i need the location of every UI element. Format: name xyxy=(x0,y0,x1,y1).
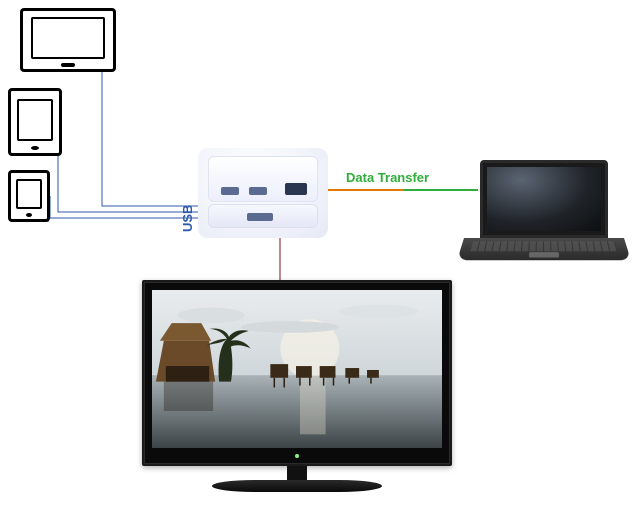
laptop-base xyxy=(457,238,631,260)
hub-device-icon xyxy=(198,148,328,238)
tv-screen xyxy=(152,290,442,448)
hub-top-shell xyxy=(208,156,318,202)
hub-power-port-icon xyxy=(285,183,307,195)
tv-led-icon xyxy=(295,454,299,458)
diagram-canvas: USB Data Transfer xyxy=(0,0,632,506)
hub-port-icon xyxy=(247,213,273,221)
data-transfer-label: Data Transfer xyxy=(346,170,429,185)
tablet-large-icon xyxy=(20,8,116,72)
laptop-screen xyxy=(480,160,608,238)
hub-port-icon xyxy=(221,187,239,195)
tablet-medium-icon xyxy=(8,88,62,156)
tablet-small-icon xyxy=(8,170,50,222)
usb-connection-label: USB xyxy=(180,205,195,232)
tv-bezel xyxy=(142,280,452,466)
hub-port-icon xyxy=(249,187,267,195)
hub-bottom-shell xyxy=(208,204,318,228)
tv-stand-base xyxy=(212,480,382,492)
tv-icon xyxy=(142,280,452,496)
laptop-icon xyxy=(464,160,624,270)
